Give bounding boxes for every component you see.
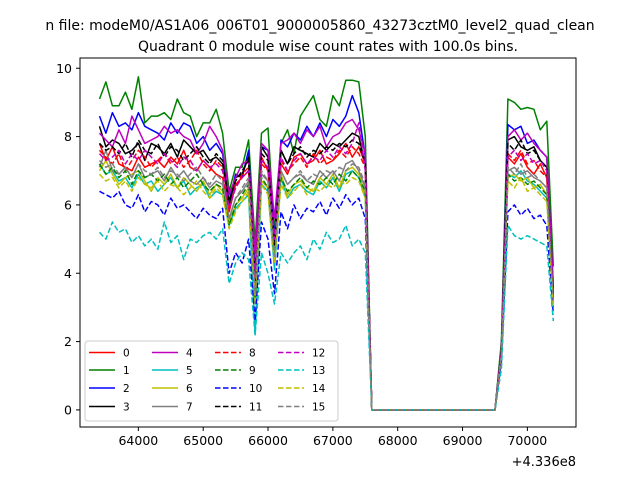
legend-box bbox=[84, 340, 339, 422]
y-tick-label: 0 bbox=[64, 402, 72, 417]
legend-label-3: 3 bbox=[123, 402, 130, 414]
x-tick-label: 64000 bbox=[118, 433, 158, 448]
series-line-8 bbox=[98, 146, 555, 411]
chart-title: Quadrant 0 module wise count rates with … bbox=[138, 39, 518, 55]
legend-label-12: 12 bbox=[312, 348, 325, 360]
legend-label-5: 5 bbox=[186, 365, 193, 377]
legend-label-13: 13 bbox=[312, 365, 325, 377]
legend-label-9: 9 bbox=[249, 365, 256, 377]
x-tick-label: 65000 bbox=[183, 433, 223, 448]
y-tick-label: 4 bbox=[64, 266, 72, 281]
x-axis-offset-label: +4.336e8 bbox=[512, 455, 576, 470]
y-tick-label: 6 bbox=[64, 197, 72, 212]
y-tick-label: 10 bbox=[56, 61, 72, 76]
figure-suptitle: n file: modeM0/AS1A06_006T01_9000005860_… bbox=[45, 18, 594, 34]
legend-label-8: 8 bbox=[249, 348, 256, 360]
x-tick-label: 67000 bbox=[313, 433, 353, 448]
series-line-15 bbox=[98, 159, 555, 411]
legend-label-14: 14 bbox=[312, 383, 326, 395]
x-tick-label: 68000 bbox=[378, 433, 418, 448]
legend-label-0: 0 bbox=[123, 348, 130, 360]
y-tick-label: 8 bbox=[64, 129, 72, 144]
y-tick-label: 2 bbox=[64, 334, 72, 349]
x-tick-label: 66000 bbox=[248, 433, 288, 448]
plot-frame bbox=[79, 57, 577, 428]
legend-label-11: 11 bbox=[249, 402, 262, 414]
x-tick-label: 70000 bbox=[507, 433, 547, 448]
x-tick-label: 69000 bbox=[443, 433, 483, 448]
series-line-14 bbox=[98, 173, 555, 411]
legend-label-10: 10 bbox=[249, 383, 262, 395]
x-axis: 64000 65000 66000 67000 68000 69000 70000 bbox=[118, 427, 547, 448]
legend-label-1: 1 bbox=[123, 365, 130, 377]
y-axis: 0 2 4 6 8 10 bbox=[56, 61, 80, 417]
plot-series bbox=[98, 76, 555, 411]
legend-label-15: 15 bbox=[312, 402, 325, 414]
legend-label-7: 7 bbox=[186, 402, 193, 414]
legend-label-6: 6 bbox=[186, 383, 193, 395]
legend-label-4: 4 bbox=[186, 348, 193, 360]
legend-label-2: 2 bbox=[123, 383, 130, 395]
